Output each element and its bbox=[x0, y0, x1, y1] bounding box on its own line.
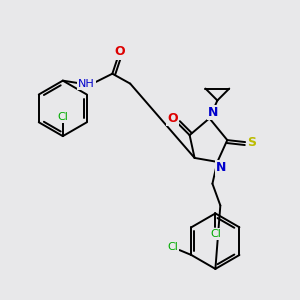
Text: N: N bbox=[208, 106, 219, 119]
Text: O: O bbox=[167, 112, 178, 125]
Text: O: O bbox=[114, 45, 124, 58]
Text: N: N bbox=[216, 161, 226, 174]
Text: NH: NH bbox=[78, 79, 95, 88]
Text: S: S bbox=[248, 136, 256, 148]
Text: Cl: Cl bbox=[57, 112, 68, 122]
Text: Cl: Cl bbox=[210, 229, 221, 239]
Text: Cl: Cl bbox=[167, 242, 178, 252]
